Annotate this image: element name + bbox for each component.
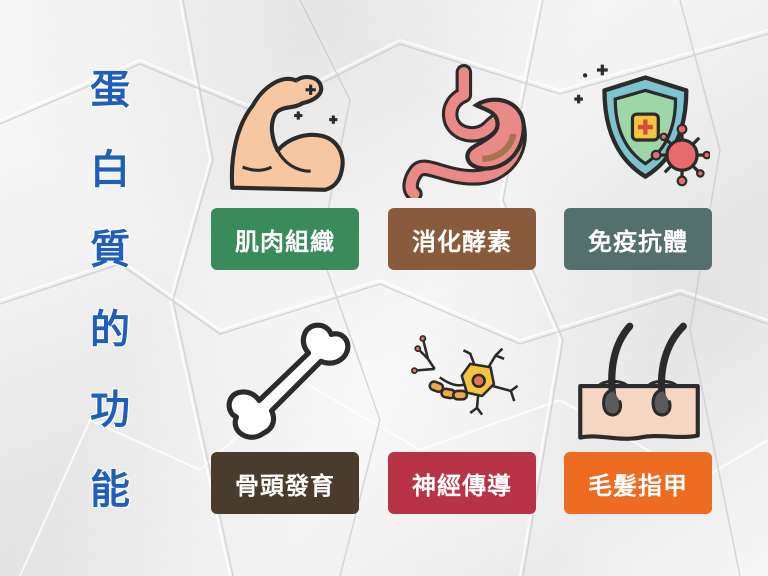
title-char: 質 <box>90 227 130 273</box>
label-immune-antibodies: 免疫抗體 <box>564 208 712 270</box>
title-vertical: 蛋 白 質 的 功 能 <box>78 70 142 510</box>
flexed-arm-icon <box>229 74 345 192</box>
label-hair-nails: 毛髮指甲 <box>564 452 712 514</box>
title-char: 功 <box>90 387 130 433</box>
label-digestive-enzymes: 消化酵素 <box>388 208 536 270</box>
bone-icon <box>226 322 351 440</box>
title-char: 蛋 <box>90 67 130 113</box>
label-bone-development: 骨頭發育 <box>211 452 359 514</box>
title-char: 的 <box>90 307 130 353</box>
label-nerve-conduction: 神經傳導 <box>388 452 536 514</box>
title-char: 白 <box>90 147 130 193</box>
title-char: 能 <box>90 467 130 513</box>
hair-follicle-icon <box>578 322 700 441</box>
immunity-shield-icon <box>574 64 710 187</box>
stomach-icon <box>402 64 527 198</box>
neuron-icon <box>411 335 519 416</box>
label-muscle: 肌肉組織 <box>211 208 359 270</box>
